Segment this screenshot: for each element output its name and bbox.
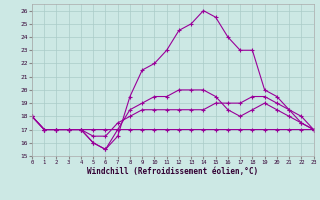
X-axis label: Windchill (Refroidissement éolien,°C): Windchill (Refroidissement éolien,°C) xyxy=(87,167,258,176)
